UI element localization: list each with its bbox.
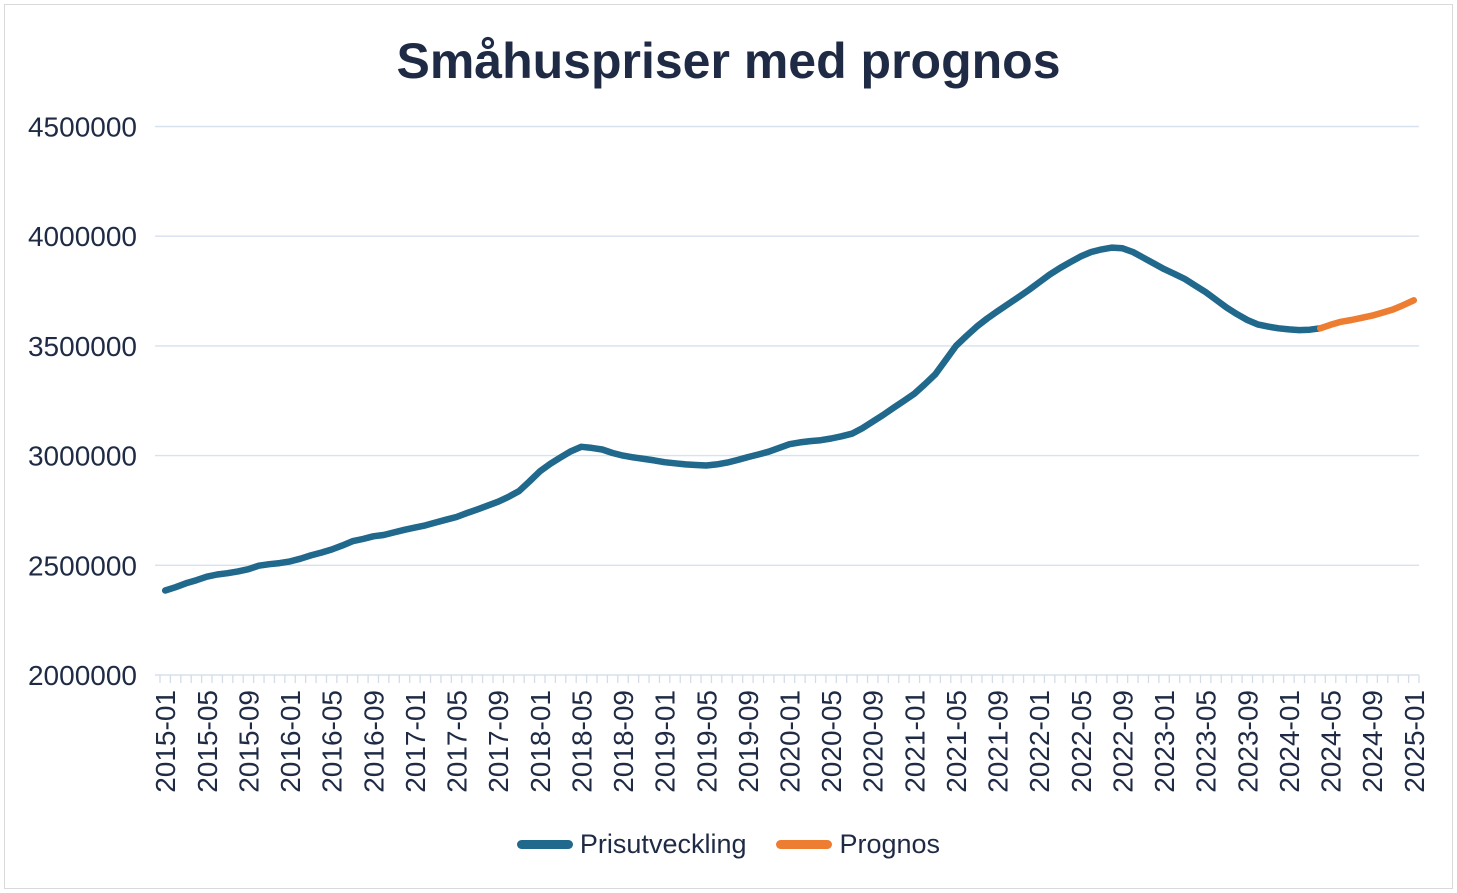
x-tick-label: 2023-05	[1191, 690, 1222, 793]
x-tick-label: 2015-01	[150, 690, 181, 793]
legend-label-prognos: Prognos	[839, 828, 941, 859]
x-tick-label: 2024-05	[1316, 690, 1347, 793]
x-tick-label: 2016-05	[317, 690, 348, 793]
x-tick-label: 2024-09	[1357, 690, 1388, 793]
y-tick-label: 2000000	[28, 660, 137, 691]
x-tick-label: 2020-01	[775, 690, 806, 793]
x-tick-label: 2017-09	[483, 690, 514, 793]
x-tick-label: 2019-05	[691, 690, 722, 793]
x-tick-label: 2018-05	[566, 690, 597, 793]
y-tick-label: 3500000	[28, 331, 137, 362]
prisutveckling-line-swatch	[516, 839, 573, 849]
x-tick-label: 2021-09	[983, 690, 1014, 793]
x-tick-label: 2015-09	[233, 690, 264, 793]
x-tick-label: 2022-09	[1107, 690, 1138, 793]
gridlines	[155, 125, 1419, 676]
x-tick-label: 2016-01	[275, 690, 306, 793]
x-tick-label: 2018-01	[525, 690, 556, 793]
x-tick-label: 2016-09	[358, 690, 389, 793]
x-tick-label: 2023-09	[1232, 690, 1263, 793]
x-tick-label: 2017-01	[400, 690, 431, 793]
x-tick-label: 2020-05	[816, 690, 847, 793]
x-tick-label: 2017-05	[442, 690, 473, 793]
x-axis-labels: 2015-01 2015-05 2015-09 2016-01 2016-05 2016-…	[150, 690, 1430, 793]
x-tick-label: 2022-01	[1024, 690, 1055, 793]
y-axis-labels: 2000000 2500000 3000000 3500000 4000000 45000…	[28, 112, 137, 692]
x-tick-label: 2025-01	[1399, 690, 1430, 793]
x-tick-label: 2019-01	[650, 690, 681, 793]
x-tick-label: 2021-05	[941, 690, 972, 793]
x-axis-ticks	[159, 675, 1420, 683]
x-tick-label: 2015-05	[192, 690, 223, 793]
x-tick-label: 2019-09	[733, 690, 764, 793]
x-tick-label: 2018-09	[608, 690, 639, 793]
legend-item-prisutveckling: Prisutveckling	[516, 828, 747, 860]
x-tick-label: 2023-01	[1149, 690, 1180, 793]
x-tick-label: 2024-01	[1274, 690, 1305, 793]
x-tick-label: 2021-01	[899, 690, 930, 793]
prognos-line-swatch	[776, 839, 833, 849]
y-tick-label: 4000000	[28, 221, 137, 252]
legend-label-prisutveckling: Prisutveckling	[579, 828, 747, 859]
x-tick-label: 2020-09	[858, 690, 889, 793]
chart-title: Småhuspriser med prognos	[396, 33, 1061, 89]
chart-legend: Prisutveckling Prognos	[0, 824, 1457, 864]
y-tick-label: 2500000	[28, 550, 137, 581]
y-tick-label: 4500000	[28, 112, 137, 143]
x-tick-label: 2022-05	[1066, 690, 1097, 793]
prisutveckling-line	[161, 244, 1324, 594]
y-tick-label: 3000000	[28, 441, 137, 472]
prognos-line	[1316, 297, 1418, 332]
legend-item-prognos: Prognos	[776, 829, 940, 860]
